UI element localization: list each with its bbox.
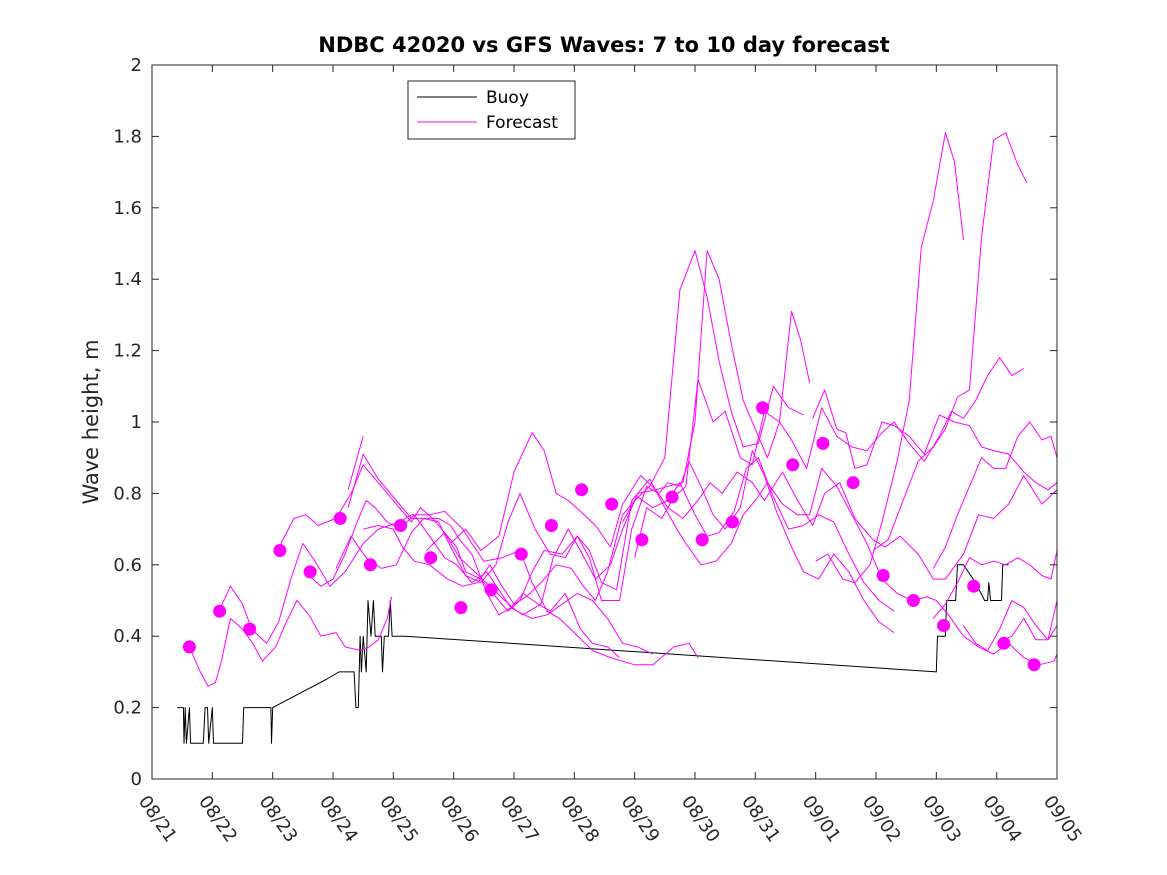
forecast-line-17: [932, 550, 1058, 619]
forecast-line-8: [347, 436, 364, 490]
forecast-line-11: [622, 250, 804, 523]
y-tick-label: 0.4: [113, 626, 142, 647]
forecast-dot-25: [937, 619, 951, 632]
forecast-line-19: [996, 600, 1058, 644]
forecast-dot-7: [394, 519, 408, 532]
y-axis-label: Wave height, m: [79, 339, 103, 504]
forecast-dot-0: [182, 640, 196, 654]
forecast-dot-17: [695, 533, 709, 547]
legend-forecast-label: Forecast: [486, 113, 558, 133]
forecast-line-10: [450, 250, 811, 551]
forecast-line-13: [812, 389, 1058, 491]
forecast-dot-4: [303, 565, 317, 579]
forecast-dot-27: [997, 636, 1011, 650]
forecast-line-18: [963, 600, 1058, 651]
forecast-dot-24: [906, 594, 920, 607]
forecast-dot-26: [967, 579, 981, 593]
forecast-dot-20: [786, 458, 800, 472]
buoy-line: [177, 564, 1009, 744]
forecast-line-3: [275, 464, 1058, 666]
forecast-dot-23: [876, 569, 890, 582]
y-tick-label: 1.4: [113, 269, 142, 290]
forecast-dot-15: [635, 533, 649, 547]
y-tick-label: 1: [131, 412, 142, 433]
legend-box: [407, 80, 576, 140]
forecast-line-2: [216, 510, 699, 666]
y-tick-label: 0.2: [113, 698, 142, 719]
forecast-dot-12: [544, 519, 558, 532]
forecast-dot-6: [363, 558, 377, 572]
forecast-line-16: [932, 421, 1058, 569]
forecast-dot-21: [816, 436, 830, 450]
forecast-dot-5: [333, 511, 347, 525]
y-tick-label: 0: [131, 769, 142, 790]
forecast-dot-10: [484, 583, 498, 597]
forecast-line-7: [347, 450, 895, 634]
forecast-line-15: [872, 132, 1028, 551]
forecast-dot-2: [243, 622, 257, 636]
forecast-dot-11: [514, 547, 528, 561]
forecast-dot-28: [1027, 658, 1041, 672]
plot-area: [152, 65, 1057, 779]
forecast-dot-1: [213, 604, 227, 618]
forecast-line-14: [815, 132, 964, 584]
series-layer: [177, 132, 1058, 744]
chart-title: NDBC 42020 vs GFS Waves: 7 to 10 day for…: [318, 33, 889, 57]
y-tick-label: 1.2: [113, 341, 142, 362]
forecast-line-6: [363, 457, 895, 612]
forecast-line-4: [308, 471, 1058, 616]
legend-buoy-label: Buoy: [486, 88, 529, 108]
forecast-dot-16: [665, 490, 679, 504]
y-tick-label: 0.6: [113, 555, 142, 576]
forecast-line-5: [335, 517, 620, 658]
forecast-dot-8: [424, 551, 438, 565]
forecast-dot-3: [273, 544, 287, 557]
y-tick-label: 0.8: [113, 483, 142, 504]
forecast-line-1: [188, 596, 392, 687]
forecast-dot-13: [575, 483, 589, 497]
forecast-dot-9: [454, 601, 468, 615]
y-tick-label: 1.6: [113, 198, 142, 219]
forecast-dot-18: [725, 515, 739, 529]
forecast-line-12: [634, 357, 1025, 558]
y-tick-label: 1.8: [113, 126, 142, 147]
forecast-dot-19: [756, 401, 770, 415]
y-axis-ticks: 0 0.2 0.4 0.6 0.8 1 1.2 1.4 1.6 1.8 2: [113, 55, 1057, 790]
legend: Buoy Forecast: [407, 80, 576, 140]
forecast-dot-14: [605, 497, 619, 511]
forecast-dot-22: [846, 476, 860, 490]
forecast-line-9: [426, 532, 654, 655]
y-tick-label: 2: [131, 55, 142, 76]
axes-box: [151, 64, 1058, 780]
